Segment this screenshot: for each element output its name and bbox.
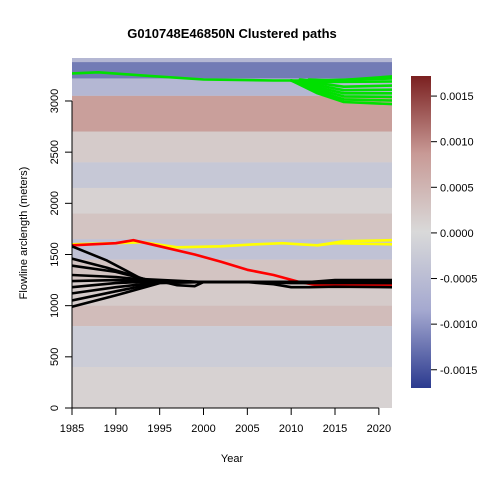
series-path xyxy=(316,238,392,247)
heatmap-band xyxy=(72,213,392,240)
heatmap-band xyxy=(72,131,392,163)
series-path xyxy=(307,75,392,82)
x-tick-label: 2010 xyxy=(279,423,303,435)
heatmap-band xyxy=(72,162,392,188)
heatmap-band xyxy=(72,58,392,63)
colorbar-tick-label: 0.0000 xyxy=(440,228,474,240)
series-path xyxy=(72,280,392,309)
heatmap-band xyxy=(72,305,392,327)
series-path xyxy=(72,238,392,287)
x-axis: 1985 1990 1995 2000 2005 2010 2015 2020 xyxy=(60,407,391,435)
y-tick-label: 0 xyxy=(49,405,61,411)
colorbar-tick-label: -0.0005 xyxy=(440,274,477,286)
y-tick-label: 3000 xyxy=(49,89,61,113)
series-path xyxy=(246,280,392,289)
colorbar-tick-label: 0.0015 xyxy=(440,91,474,103)
colorbar xyxy=(411,76,431,388)
chart-title: G010748E46850N Clustered paths xyxy=(127,26,337,41)
colorbar-axis: -0.0015 -0.0010 -0.0005 0.0000 0.0005 0.0010 0… xyxy=(431,91,477,377)
x-tick-label: 2020 xyxy=(367,423,391,435)
heatmap-band xyxy=(72,187,392,214)
y-tick-label: 1000 xyxy=(49,293,61,317)
heatmap-band xyxy=(72,326,392,368)
series-path xyxy=(158,279,205,288)
y-axis: 0 500 1000 1500 2000 2500 3000 xyxy=(49,89,73,411)
series-path xyxy=(289,79,392,106)
heatmap-band xyxy=(72,367,392,408)
y-tick-label: 2000 xyxy=(49,191,61,215)
y-tick-label: 1500 xyxy=(49,242,61,266)
heatmap-band xyxy=(72,62,392,79)
y-tick-label: 500 xyxy=(49,348,61,366)
colorbar-tick-label: -0.0015 xyxy=(440,365,477,377)
colorbar-tick-label: 0.0005 xyxy=(440,182,474,194)
colorbar-tick-label: 0.0010 xyxy=(440,137,474,149)
colorbar-tick-label: -0.0010 xyxy=(440,319,477,331)
x-tick-label: 2015 xyxy=(323,423,347,435)
series-path xyxy=(307,278,392,284)
heatmap-background xyxy=(72,58,392,408)
x-axis-title: Year xyxy=(221,453,244,465)
x-tick-label: 1985 xyxy=(60,423,84,435)
x-tick-label: 1990 xyxy=(104,423,128,435)
path-lines xyxy=(72,71,392,309)
x-tick-label: 2005 xyxy=(235,423,259,435)
y-axis-title: Flowline arclength (meters) xyxy=(18,167,30,300)
y-tick-label: 2500 xyxy=(49,140,61,164)
x-tick-label: 1995 xyxy=(147,423,171,435)
heatmap-band xyxy=(72,259,392,281)
heatmap-band xyxy=(72,95,392,132)
x-tick-label: 2000 xyxy=(191,423,215,435)
